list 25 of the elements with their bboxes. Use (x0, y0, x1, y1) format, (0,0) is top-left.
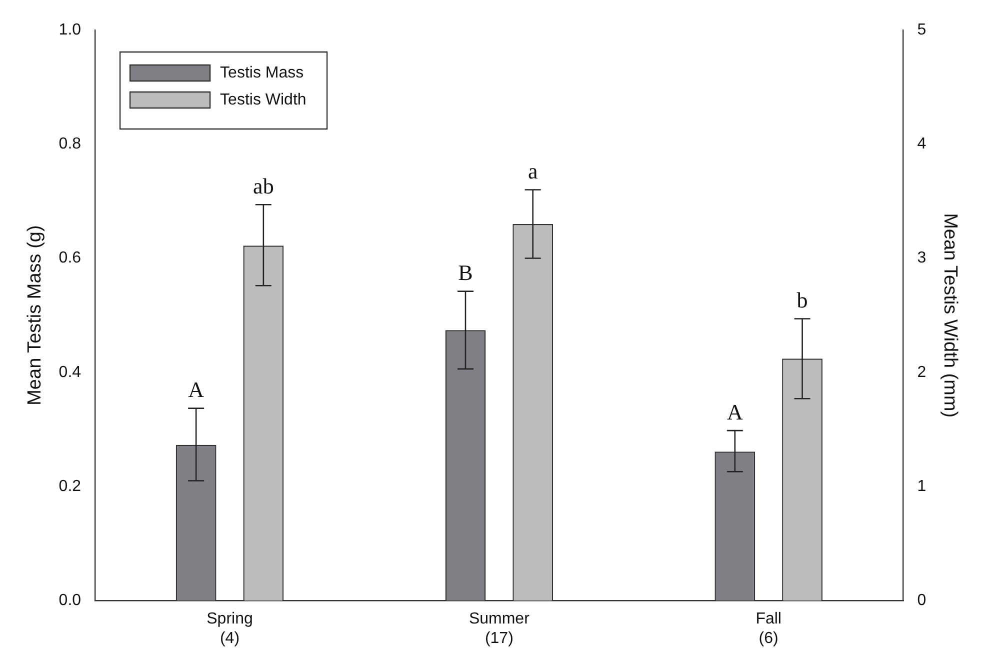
y2-tick-label: 4 (917, 136, 926, 153)
y-tick-label: 0.0 (58, 592, 82, 610)
y-tick-label: 0.6 (58, 250, 82, 267)
y-tick-label: 0.2 (58, 478, 82, 495)
y2-tick-label: 5 (917, 21, 926, 38)
y-tick-label: 1.0 (58, 21, 82, 38)
annotation: a (528, 158, 538, 184)
x-tick-label: Spring (4) (206, 610, 253, 647)
y2-tick-label: 3 (917, 250, 926, 267)
x-tick-label: Fall (6) (756, 610, 782, 647)
legend-label: Testis Width (220, 91, 306, 108)
y2-tick-label: 1 (917, 478, 926, 495)
annotation: B (458, 260, 473, 286)
legend-label: Testis Mass (220, 64, 304, 82)
y2-tick-label: 2 (917, 364, 926, 381)
annotation: ab (253, 173, 274, 198)
annotation: A (188, 377, 204, 402)
y-axis-title: Mean Testis Mass (g) (24, 225, 46, 406)
annotation: A (726, 399, 743, 424)
y2-axis-title: Mean Testis Width (mm) (939, 213, 960, 418)
y-tick-label: 0.8 (58, 136, 82, 153)
y2-tick-label: 0 (917, 592, 926, 610)
annotation: b (796, 288, 808, 313)
x-tick-label: Summer (17) (468, 610, 530, 647)
y-tick-label: 0.4 (58, 364, 82, 381)
